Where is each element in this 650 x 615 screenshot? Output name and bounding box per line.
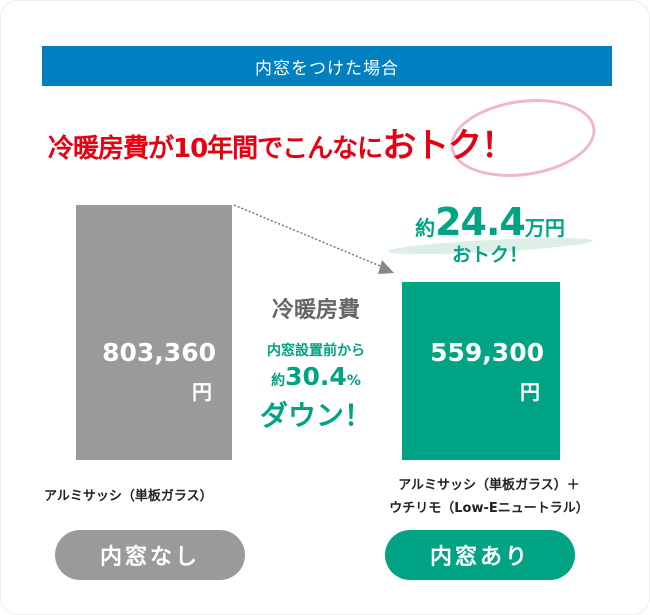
middle-line1: 内窓設置前から	[267, 343, 365, 359]
bar-after-value: 559,300	[430, 338, 544, 367]
savings-amount: 24.4	[435, 200, 526, 244]
bar-before-unit: 円	[192, 380, 212, 404]
bar-before-caption: アルミサッシ（単板ガラス）	[44, 489, 213, 504]
middle-line3: ダウン！	[259, 399, 372, 432]
middle-title: 冷暖房費	[271, 298, 360, 323]
arrow-head-icon	[378, 260, 394, 274]
category-after-pill: 内窓あり	[385, 530, 575, 580]
bar-after-caption-line1: アルミサッシ（単板ガラス）＋	[398, 478, 580, 493]
savings-unit: 万円	[524, 216, 565, 240]
savings-callout: 約24.4万円 おトク！	[385, 200, 595, 267]
dotted-arrow-line	[233, 204, 386, 269]
bar-after	[402, 282, 560, 460]
bar-after-unit: 円	[520, 380, 540, 404]
bar-before	[76, 205, 232, 460]
middle-percent-value: 30.4	[285, 362, 347, 391]
headline-prefix: 冷暖房費が10年間でこんなに	[48, 134, 383, 164]
savings-prefix: 約	[415, 216, 436, 240]
bar-after-caption-line2: ウチリモ（Low-Eニュートラル）	[389, 501, 589, 516]
savings-suffix: おトク！	[451, 244, 528, 266]
banner: 内窓をつけた場合	[42, 46, 612, 86]
category-before-pill: 内窓なし	[55, 530, 245, 580]
headline: 冷暖房費が10年間でこんなにおトク！	[48, 118, 608, 167]
middle-percent: 約30.4%	[236, 362, 396, 391]
headline-emphasis: おトク！	[382, 126, 515, 166]
middle-prefix: 約	[271, 373, 286, 389]
bar-before-value: 803,360	[102, 338, 216, 367]
middle-percent-sign: %	[346, 373, 361, 389]
